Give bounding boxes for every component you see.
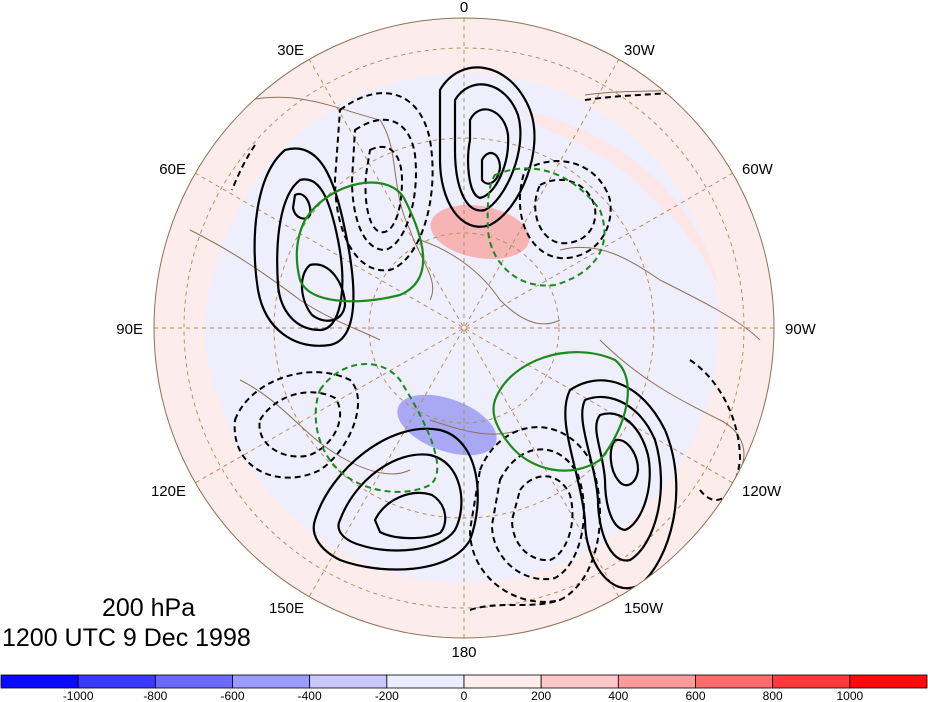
polar-map: 0 30W 60W 90W 120W 150W 180 150E 120E 90…: [116, 0, 817, 661]
positive-contour: [595, 412, 651, 532]
lon-label-90w: 90W: [785, 321, 817, 338]
colorbar-label: 400: [608, 689, 628, 702]
latitude-circle: [368, 232, 560, 424]
positive-contour: [300, 263, 347, 322]
time-title: 1200 UTC 9 Dec 1998: [2, 624, 251, 652]
colorbar-box: [0, 674, 79, 689]
colorbar-label: -1000: [63, 689, 94, 702]
positive-contours: [253, 66, 678, 590]
contours: [231, 66, 741, 611]
colorbar-label: 200: [531, 689, 551, 702]
negative-contour: [258, 391, 342, 458]
map-rim: [153, 17, 775, 639]
colorbar-box: [386, 674, 465, 689]
colorbar-boxes: [0, 674, 928, 689]
coastline-canada: [559, 246, 761, 341]
negative-contour: [334, 92, 434, 272]
positive-contour: [438, 66, 536, 228]
positive-anomaly-blob: [430, 204, 530, 260]
positive-contour: [312, 427, 479, 571]
latitude-circle: [183, 47, 745, 609]
colorbar-box: [540, 674, 619, 689]
colorbar-box: [463, 674, 542, 689]
negative-contour: [351, 118, 417, 251]
coastline-north-america: [599, 339, 745, 471]
negative-contour: [689, 359, 741, 501]
colorbar-label: -800: [143, 689, 167, 702]
colorbar: -1000 -800 -600 -400 -200 0 200 400 600 800 1000: [0, 674, 928, 702]
positive-contour: [480, 151, 502, 185]
positive-contour: [276, 178, 344, 332]
colorbar-label: 1000: [836, 689, 863, 702]
colorbar-box: [695, 674, 774, 689]
green-solid-contour: [492, 351, 629, 472]
lon-label-150w: 150W: [624, 600, 664, 617]
lon-label-150e: 150E: [269, 600, 304, 617]
negative-contour: [518, 160, 612, 260]
colorbar-label: 0: [461, 689, 468, 702]
colorbar-label: 800: [763, 689, 783, 702]
colorbar-box: [772, 674, 851, 689]
lon-label-60e: 60E: [159, 161, 186, 178]
negative-contour: [584, 91, 681, 101]
lon-label-120w: 120W: [742, 483, 782, 500]
positive-contour: [253, 147, 355, 347]
coastline-siberia: [239, 379, 411, 475]
colorbar-box: [77, 674, 156, 689]
coastline-asia: [189, 229, 381, 341]
colorbar-label: -400: [298, 689, 322, 702]
negative-contour: [469, 599, 561, 611]
lon-label-30e: 30E: [277, 42, 304, 59]
coastline-bering: [429, 419, 521, 435]
coastline-eurasia: [249, 96, 434, 301]
colorbar-labels: -1000 -800 -600 -400 -200 0 200 400 600 800 1000: [63, 689, 864, 702]
colorbar-label: -200: [375, 689, 399, 702]
colorbar-box: [154, 674, 233, 689]
colorbar-box: [232, 674, 311, 689]
lon-label-120e: 120E: [151, 483, 186, 500]
positive-contour: [453, 83, 522, 212]
colorbar-box: [849, 674, 928, 689]
negative-contour: [469, 426, 601, 603]
positive-contour: [291, 192, 312, 220]
colorbar-label: -600: [220, 689, 244, 702]
colorbar-label: 600: [685, 689, 705, 702]
lon-label-0: 0: [460, 0, 468, 16]
level-title: 200 hPa: [102, 594, 196, 622]
lon-label-30w: 30W: [624, 42, 656, 59]
green-solid-contour: [295, 181, 425, 303]
coastlines: [189, 89, 761, 475]
negative-contour: [231, 144, 256, 191]
inner-negative-region: [205, 115, 705, 545]
graticule: [154, 18, 774, 638]
negative-contour: [491, 448, 585, 581]
colorbar-box: [617, 674, 696, 689]
negative-contours: [231, 91, 741, 611]
negative-contour: [233, 371, 360, 479]
green-dashed-contour: [314, 363, 439, 493]
lon-label-180: 180: [451, 644, 476, 661]
coastline-arctic: [419, 239, 561, 325]
lon-label-90e: 90E: [116, 321, 143, 338]
green-dashed-contour: [486, 167, 606, 287]
positive-contour: [337, 453, 463, 552]
positive-contour: [373, 491, 447, 540]
positive-contour: [609, 438, 640, 487]
colorbar-box: [309, 674, 388, 689]
green-dashed-contours: [314, 167, 606, 493]
negative-contour: [511, 475, 574, 562]
positive-contour: [467, 108, 510, 200]
lon-label-60w: 60W: [742, 161, 774, 178]
green-contours: [295, 181, 629, 472]
